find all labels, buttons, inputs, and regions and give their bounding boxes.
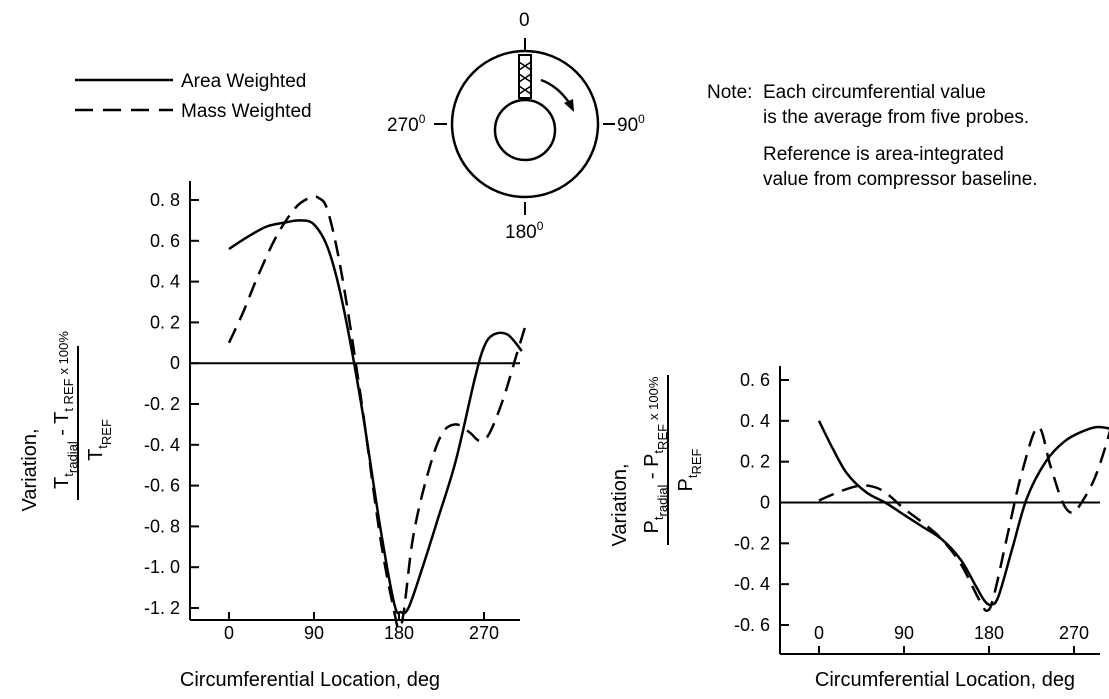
temperature-y-tick-label: -0. 6 bbox=[144, 476, 180, 496]
temperature-x-tick-label: 180 bbox=[384, 623, 414, 643]
temperature-y-tick-label: 0 bbox=[170, 353, 180, 373]
temperature-y-denominator: TtREF bbox=[85, 419, 114, 461]
probe-diagram: 0 900 1800 2700 bbox=[387, 10, 645, 243]
legend-dashed-label: Mass Weighted bbox=[181, 101, 312, 122]
pressure-y-tick-label: -0. 6 bbox=[734, 615, 770, 635]
pressure-y-denominator: PtREF bbox=[675, 448, 704, 491]
pressure-x-tick-label: 90 bbox=[894, 623, 914, 643]
note-prefix: Note: bbox=[707, 82, 752, 103]
note-line-2: is the average from five probes. bbox=[763, 107, 1029, 128]
pressure-y-tick-label: 0. 2 bbox=[740, 452, 770, 472]
pressure-x-tick-label: 0 bbox=[814, 623, 824, 643]
pressure-y-tick-label: 0. 6 bbox=[740, 370, 770, 390]
pressure-y-tick-label: -0. 2 bbox=[734, 533, 770, 553]
pressure-chart-series bbox=[817, 420, 1109, 613]
temperature-y-tick-label: 0. 6 bbox=[150, 231, 180, 251]
temperature-x-tick-label: 270 bbox=[469, 623, 499, 643]
temperature-chart-series bbox=[227, 195, 528, 630]
temperature-x-axis-title: Circumferential Location, deg bbox=[180, 669, 440, 691]
legend-solid-label: Area Weighted bbox=[181, 71, 306, 92]
temperature-series-mass-weighted bbox=[227, 195, 528, 630]
pressure-x-tick-label: 180 bbox=[974, 623, 1004, 643]
temperature-x-tick-label: 90 bbox=[304, 623, 324, 643]
probe-label-180: 1800 bbox=[505, 219, 544, 243]
temperature-y-numerator: Ttradial - Tt REFx 100% bbox=[51, 331, 80, 489]
pressure-y-prefix: Variation, bbox=[609, 463, 631, 546]
pressure-chart: 0. 6 0. 4 0. 2 0 -0. 2 -0. 4 -0. 6 0 90 180 270 Ci… bbox=[609, 366, 1109, 691]
temperature-y-axis-title: Variation, Ttradial - Tt REFx 100% TtREF bbox=[19, 331, 114, 512]
probe-rake bbox=[518, 54, 532, 99]
probe-rake-hatch bbox=[518, 61, 532, 95]
notes: Note: Each circumferential value is the … bbox=[707, 82, 1038, 190]
temperature-chart: 0. 8 0. 6 0. 4 0. 2 0 -0. 2 -0. 4 -0. 6 -0. 8 -1.… bbox=[19, 181, 528, 691]
pressure-series-mass-weighted bbox=[818, 425, 1109, 613]
probe-label-0: 0 bbox=[519, 10, 530, 31]
temperature-y-tick-label: 0. 2 bbox=[150, 312, 180, 332]
temperature-y-tick-label: -0. 4 bbox=[144, 435, 180, 455]
temperature-y-tick-label: -0. 2 bbox=[144, 394, 180, 414]
temperature-series-area-weighted bbox=[228, 219, 523, 615]
temperature-x-tick-label: 0 bbox=[224, 623, 234, 643]
pressure-chart-axes: 0. 6 0. 4 0. 2 0 -0. 2 -0. 4 -0. 6 0 90 180 270 bbox=[734, 366, 1100, 655]
note-line-4: value from compressor baseline. bbox=[763, 169, 1038, 190]
pressure-y-tick-label: 0. 4 bbox=[740, 411, 770, 431]
probe-label-90: 900 bbox=[617, 112, 645, 136]
temperature-y-tick-label: -1. 0 bbox=[144, 557, 180, 577]
temperature-y-tick-label: -1. 2 bbox=[144, 598, 180, 618]
pressure-y-tick-label: -0. 4 bbox=[734, 574, 770, 594]
pressure-x-tick-label: 270 bbox=[1059, 623, 1089, 643]
temperature-y-tick-label: 0. 4 bbox=[150, 272, 180, 292]
pressure-x-axis-title: Circumferential Location, deg bbox=[815, 669, 1075, 691]
note-line-3: Reference is area-integrated bbox=[763, 144, 1004, 165]
probe-label-270: 2700 bbox=[387, 112, 426, 136]
rotation-arrow-icon bbox=[540, 78, 572, 105]
temperature-y-tick-label: -0. 8 bbox=[144, 516, 180, 536]
temperature-y-tick-label: 0. 8 bbox=[150, 190, 180, 210]
temperature-chart-axes: 0. 8 0. 6 0. 4 0. 2 0 -0. 2 -0. 4 -0. 6 -0. 8 -1.… bbox=[144, 181, 520, 643]
pressure-series-area-weighted bbox=[817, 420, 1109, 607]
note-line-1: Each circumferential value bbox=[763, 82, 986, 103]
temperature-y-prefix: Variation, bbox=[19, 428, 41, 511]
pressure-y-tick-label: 0 bbox=[760, 493, 770, 513]
pressure-y-axis-title: Variation, Ptradial - PtREFx 100% PtREF bbox=[609, 375, 704, 547]
inner-hub-circle bbox=[493, 98, 557, 162]
legend: Area Weighted Mass Weighted bbox=[75, 71, 312, 122]
pressure-y-numerator: Ptradial - PtREFx 100% bbox=[641, 376, 670, 533]
rotation-arrowhead-icon bbox=[564, 99, 574, 112]
